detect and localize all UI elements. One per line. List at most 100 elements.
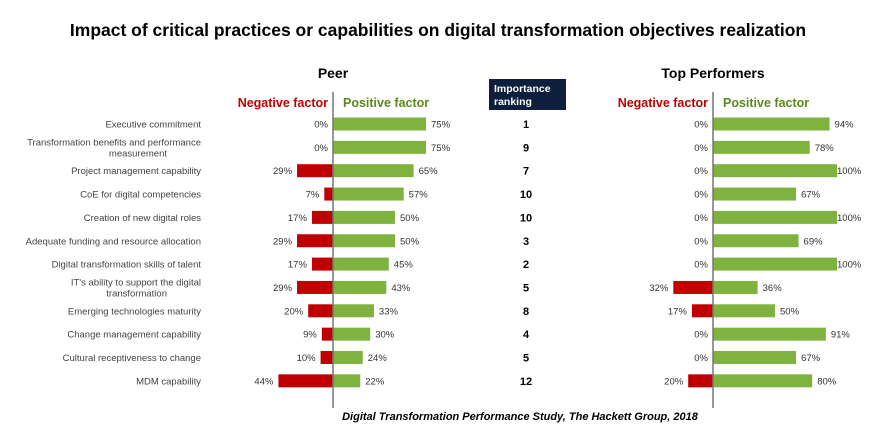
positive-bar bbox=[333, 234, 395, 248]
positive-value-label: 75% bbox=[431, 120, 451, 131]
positive-bar bbox=[333, 164, 414, 178]
positive-bar bbox=[333, 187, 404, 201]
positive-bar bbox=[713, 164, 837, 178]
negative-bar bbox=[324, 187, 333, 201]
positive-bar bbox=[713, 374, 813, 388]
negative-value-label: 0% bbox=[314, 143, 328, 154]
positive-bar bbox=[333, 140, 426, 154]
ranking-header-line: ranking bbox=[494, 96, 532, 108]
positive-value-label: 57% bbox=[409, 190, 429, 201]
positive-value-label: 100% bbox=[837, 213, 862, 224]
negative-value-label: 44% bbox=[254, 376, 274, 387]
category-label: Adequate funding and resource allocation bbox=[26, 236, 201, 247]
category-label: CoE for digital competencies bbox=[80, 190, 201, 201]
positive-value-label: 65% bbox=[419, 166, 439, 177]
negative-value-label: 32% bbox=[649, 283, 669, 294]
ranking-header-line: Importance bbox=[494, 83, 551, 95]
negative-value-label: 29% bbox=[273, 283, 293, 294]
positive-value-label: 30% bbox=[375, 330, 395, 341]
negative-value-label: 0% bbox=[694, 260, 708, 271]
negative-bar bbox=[311, 210, 333, 224]
category-label: Change management capability bbox=[67, 330, 201, 341]
negative-value-label: 20% bbox=[664, 376, 684, 387]
positive-value-label: 80% bbox=[817, 376, 837, 387]
importance-rank: 10 bbox=[520, 212, 532, 224]
positive-bar bbox=[713, 210, 837, 224]
panel-title: Top Performers bbox=[661, 65, 764, 81]
negative-bar bbox=[297, 164, 333, 178]
importance-rank: 12 bbox=[520, 376, 532, 388]
positive-value-label: 100% bbox=[837, 166, 862, 177]
category-label: Transformation benefits and performance m… bbox=[27, 137, 201, 159]
negative-value-label: 0% bbox=[694, 353, 708, 364]
importance-rank: 4 bbox=[523, 329, 530, 341]
positive-factor-label: Positive factor bbox=[343, 96, 429, 110]
negative-bar bbox=[688, 374, 713, 388]
negative-value-label: 17% bbox=[288, 213, 308, 224]
negative-value-label: 0% bbox=[694, 143, 708, 154]
positive-value-label: 45% bbox=[394, 260, 414, 271]
importance-rank: 5 bbox=[523, 282, 529, 294]
positive-value-label: 50% bbox=[780, 306, 800, 317]
positive-value-label: 24% bbox=[368, 353, 388, 364]
negative-factor-label: Negative factor bbox=[618, 96, 708, 110]
panel-title: Peer bbox=[318, 65, 349, 81]
positive-bar bbox=[333, 327, 371, 341]
positive-value-label: 36% bbox=[763, 283, 783, 294]
positive-value-label: 43% bbox=[391, 283, 411, 294]
positive-value-label: 94% bbox=[835, 120, 855, 131]
negative-value-label: 29% bbox=[273, 166, 293, 177]
positive-factor-label: Positive factor bbox=[723, 96, 809, 110]
negative-value-label: 17% bbox=[288, 260, 308, 271]
positive-value-label: 22% bbox=[365, 376, 385, 387]
negative-value-label: 0% bbox=[694, 236, 708, 247]
positive-value-label: 75% bbox=[431, 143, 451, 154]
negative-factor-label: Negative factor bbox=[238, 96, 328, 110]
category-label: Emerging technologies maturity bbox=[68, 306, 201, 317]
negative-bar bbox=[278, 374, 333, 388]
category-label: Project management capability bbox=[71, 166, 201, 177]
positive-bar bbox=[333, 257, 389, 271]
positive-bar bbox=[713, 304, 775, 318]
negative-bar bbox=[297, 234, 333, 248]
positive-bar bbox=[333, 304, 374, 318]
positive-bar bbox=[333, 351, 363, 364]
source-note: Digital Transformation Performance Study… bbox=[342, 411, 699, 423]
importance-rank: 9 bbox=[523, 142, 529, 154]
category-label: Creation of new digital roles bbox=[84, 213, 201, 224]
negative-value-label: 20% bbox=[284, 306, 304, 317]
negative-value-label: 29% bbox=[273, 236, 293, 247]
negative-value-label: 7% bbox=[306, 190, 320, 201]
negative-bar bbox=[308, 304, 333, 318]
importance-rank: 2 bbox=[523, 259, 529, 271]
negative-value-label: 0% bbox=[694, 166, 708, 177]
importance-rank: 5 bbox=[523, 353, 529, 365]
positive-bar bbox=[713, 257, 837, 271]
positive-bar bbox=[333, 117, 426, 131]
positive-value-label: 67% bbox=[801, 190, 821, 201]
positive-bar bbox=[713, 280, 758, 294]
positive-value-label: 91% bbox=[831, 330, 851, 341]
positive-bar bbox=[333, 210, 395, 224]
negative-value-label: 17% bbox=[668, 306, 688, 317]
importance-rank: 8 bbox=[523, 306, 529, 318]
negative-value-label: 0% bbox=[314, 120, 328, 131]
positive-value-label: 78% bbox=[815, 143, 835, 154]
importance-rank: 1 bbox=[523, 119, 529, 131]
positive-bar bbox=[713, 351, 797, 364]
chart-title: Impact of critical practices or capabili… bbox=[70, 20, 806, 40]
importance-rank: 10 bbox=[520, 189, 532, 201]
category-label: MDM capability bbox=[136, 376, 201, 387]
positive-value-label: 33% bbox=[379, 306, 399, 317]
negative-value-label: 9% bbox=[303, 330, 317, 341]
negative-bar bbox=[691, 304, 713, 318]
positive-value-label: 100% bbox=[837, 260, 862, 271]
negative-value-label: 0% bbox=[694, 190, 708, 201]
negative-bar bbox=[297, 280, 333, 294]
negative-value-label: 0% bbox=[694, 330, 708, 341]
negative-bar bbox=[673, 280, 713, 294]
ranking-header-box bbox=[489, 79, 566, 110]
category-label: Executive commitment bbox=[105, 120, 201, 131]
negative-bar bbox=[311, 257, 333, 271]
